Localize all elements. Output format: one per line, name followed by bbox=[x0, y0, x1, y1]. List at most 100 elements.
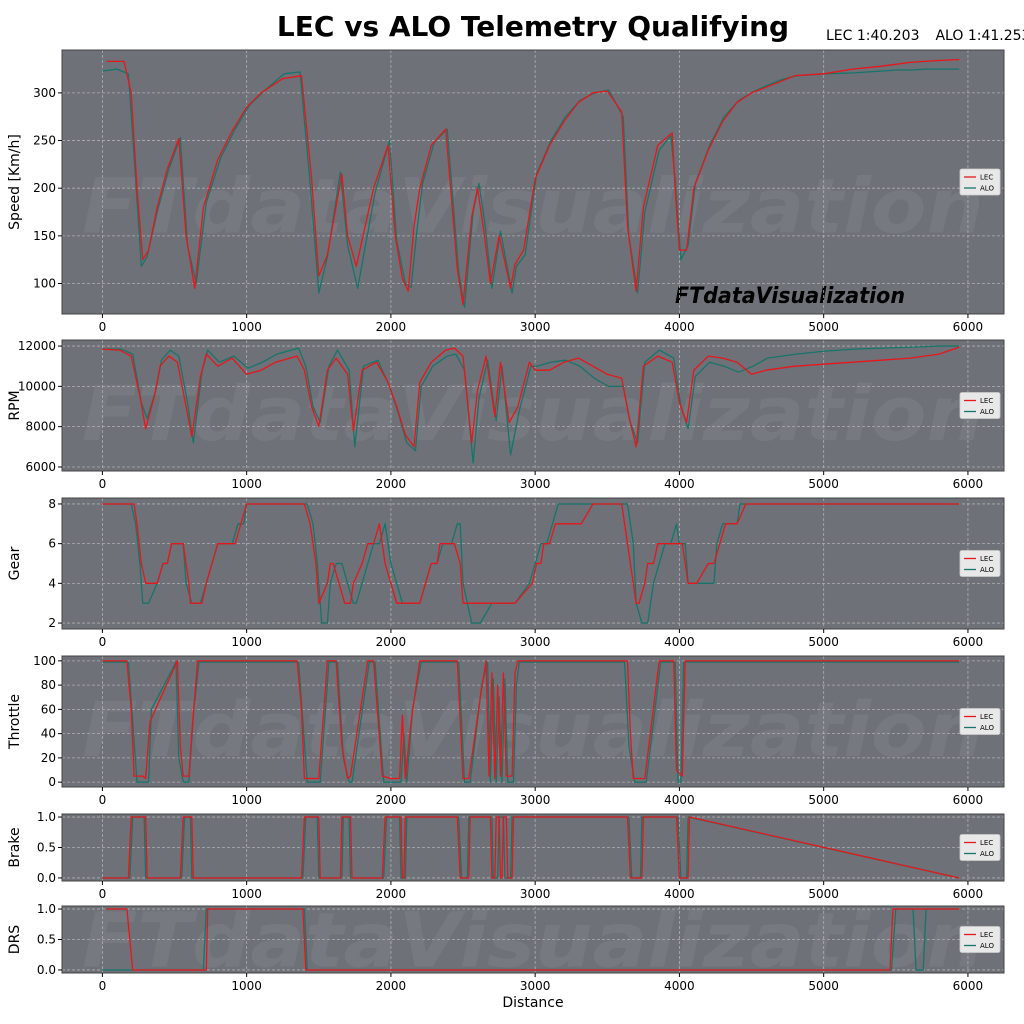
y-axis-label: DRS bbox=[7, 925, 23, 955]
x-tick-label: 2000 bbox=[376, 979, 407, 993]
y-axis-label: Brake bbox=[7, 827, 23, 867]
lap-time-alo: ALO 1:41.253 bbox=[935, 28, 1024, 44]
y-tick-label: 0 bbox=[48, 775, 56, 789]
x-tick-label: 4000 bbox=[664, 793, 695, 807]
x-tick-label: 2000 bbox=[376, 477, 407, 491]
y-axis-label: Speed [Km/h] bbox=[7, 134, 23, 230]
legend-label-alo: ALO bbox=[980, 942, 994, 950]
x-tick-label: 2000 bbox=[376, 320, 407, 334]
x-axis-label: Distance bbox=[502, 995, 563, 1011]
x-tick-label: 0 bbox=[99, 320, 107, 334]
series-line-lec bbox=[102, 816, 960, 879]
panel-1: FTdataVisualization 0 1000 2000 3000 4000 5000… bbox=[7, 339, 1005, 491]
y-axis-label: Throttle bbox=[7, 694, 23, 750]
series-line-lec bbox=[106, 908, 960, 971]
legend-label-lec: LEC bbox=[980, 839, 993, 847]
x-tick-label: 6000 bbox=[953, 793, 984, 807]
series-line-lec bbox=[106, 58, 960, 306]
series-line-alo bbox=[102, 908, 960, 971]
legend: LEC ALO bbox=[959, 834, 1001, 861]
x-tick-label: 4000 bbox=[664, 635, 695, 649]
series-line-lec bbox=[102, 503, 960, 604]
x-tick-label: 1000 bbox=[231, 320, 262, 334]
x-tick-label: 4000 bbox=[664, 979, 695, 993]
plot-area bbox=[62, 50, 1004, 314]
legend-label-lec: LEC bbox=[980, 555, 993, 563]
y-tick-label: 20 bbox=[41, 751, 56, 765]
y-tick-label: 300 bbox=[33, 86, 56, 100]
legend: LEC ALO bbox=[959, 926, 1001, 953]
y-tick-label: 8 bbox=[48, 497, 56, 511]
x-tick-label: 3000 bbox=[520, 320, 551, 334]
x-tick-label: 0 bbox=[99, 793, 107, 807]
y-tick-label: 8000 bbox=[25, 420, 56, 434]
x-tick-label: 2000 bbox=[376, 887, 407, 901]
y-tick-label: 100 bbox=[33, 277, 56, 291]
panel-0: FTdataVisualization FTdataVisualization 0 1… bbox=[7, 49, 1005, 334]
watermark: FTdataVisualization bbox=[82, 685, 984, 774]
y-tick-label: 6 bbox=[48, 537, 56, 551]
x-tick-label: 4000 bbox=[664, 320, 695, 334]
x-tick-label: 4000 bbox=[664, 887, 695, 901]
chart-title: LEC vs ALO Telemetry Qualifying bbox=[276, 10, 790, 43]
panel-2: 0 1000 2000 3000 4000 5000 6000 2 4 6 8 Gear LEC ALO bbox=[7, 497, 1005, 649]
legend-label-lec: LEC bbox=[980, 174, 993, 182]
y-tick-label: 60 bbox=[41, 702, 56, 716]
x-tick-label: 3000 bbox=[520, 793, 551, 807]
x-tick-label: 6000 bbox=[953, 887, 984, 901]
x-tick-label: 6000 bbox=[953, 635, 984, 649]
x-tick-label: 5000 bbox=[808, 635, 839, 649]
x-tick-label: 0 bbox=[99, 477, 107, 491]
legend-label-lec: LEC bbox=[980, 397, 993, 405]
y-tick-label: 1.0 bbox=[37, 902, 56, 916]
x-tick-label: 0 bbox=[99, 887, 107, 901]
legend-label-alo: ALO bbox=[980, 724, 994, 732]
series-line-lec bbox=[102, 346, 960, 448]
x-tick-label: 6000 bbox=[953, 320, 984, 334]
legend: LEC ALO bbox=[959, 168, 1001, 196]
plot-frame bbox=[61, 497, 1005, 630]
plot-frame bbox=[61, 339, 1005, 472]
legend-label-alo: ALO bbox=[980, 408, 994, 416]
y-tick-label: 150 bbox=[33, 229, 56, 243]
x-tick-label: 6000 bbox=[953, 979, 984, 993]
y-tick-label: 12000 bbox=[18, 339, 56, 353]
plot-frame bbox=[61, 49, 1005, 315]
y-tick-label: 1.0 bbox=[37, 810, 56, 824]
plot-area bbox=[62, 498, 1004, 629]
legend: LEC ALO bbox=[959, 708, 1001, 735]
lap-time-lec: LEC 1:40.203 bbox=[826, 28, 920, 44]
x-tick-label: 3000 bbox=[520, 979, 551, 993]
x-tick-label: 1000 bbox=[231, 635, 262, 649]
plot-frame bbox=[61, 655, 1005, 788]
x-tick-label: 1000 bbox=[231, 979, 262, 993]
x-tick-label: 1000 bbox=[231, 477, 262, 491]
y-tick-label: 0.0 bbox=[37, 963, 56, 977]
y-tick-label: 4 bbox=[48, 576, 56, 590]
series-line-alo bbox=[102, 661, 960, 783]
legend-label-alo: ALO bbox=[980, 850, 994, 858]
x-tick-label: 5000 bbox=[808, 320, 839, 334]
legend: LEC ALO bbox=[959, 550, 1001, 577]
x-tick-label: 1000 bbox=[231, 793, 262, 807]
y-tick-label: 80 bbox=[41, 678, 56, 692]
y-tick-label: 100 bbox=[33, 654, 56, 668]
plot-area bbox=[62, 656, 1004, 787]
y-tick-label: 10000 bbox=[18, 379, 56, 393]
x-tick-label: 6000 bbox=[953, 477, 984, 491]
lap-times: LEC 1:40.203 ALO 1:41.253 bbox=[826, 28, 1024, 44]
y-tick-label: 250 bbox=[33, 134, 56, 148]
legend-label-alo: ALO bbox=[980, 185, 994, 193]
y-axis-label: Gear bbox=[7, 546, 23, 580]
y-tick-label: 0.5 bbox=[37, 933, 56, 947]
x-tick-label: 2000 bbox=[376, 793, 407, 807]
watermark: FTdataVisualization bbox=[82, 162, 984, 251]
watermark-label: FTdataVisualization bbox=[675, 284, 905, 309]
legend-label-lec: LEC bbox=[980, 931, 993, 939]
x-tick-label: 1000 bbox=[231, 887, 262, 901]
x-tick-label: 3000 bbox=[520, 635, 551, 649]
x-tick-label: 2000 bbox=[376, 635, 407, 649]
